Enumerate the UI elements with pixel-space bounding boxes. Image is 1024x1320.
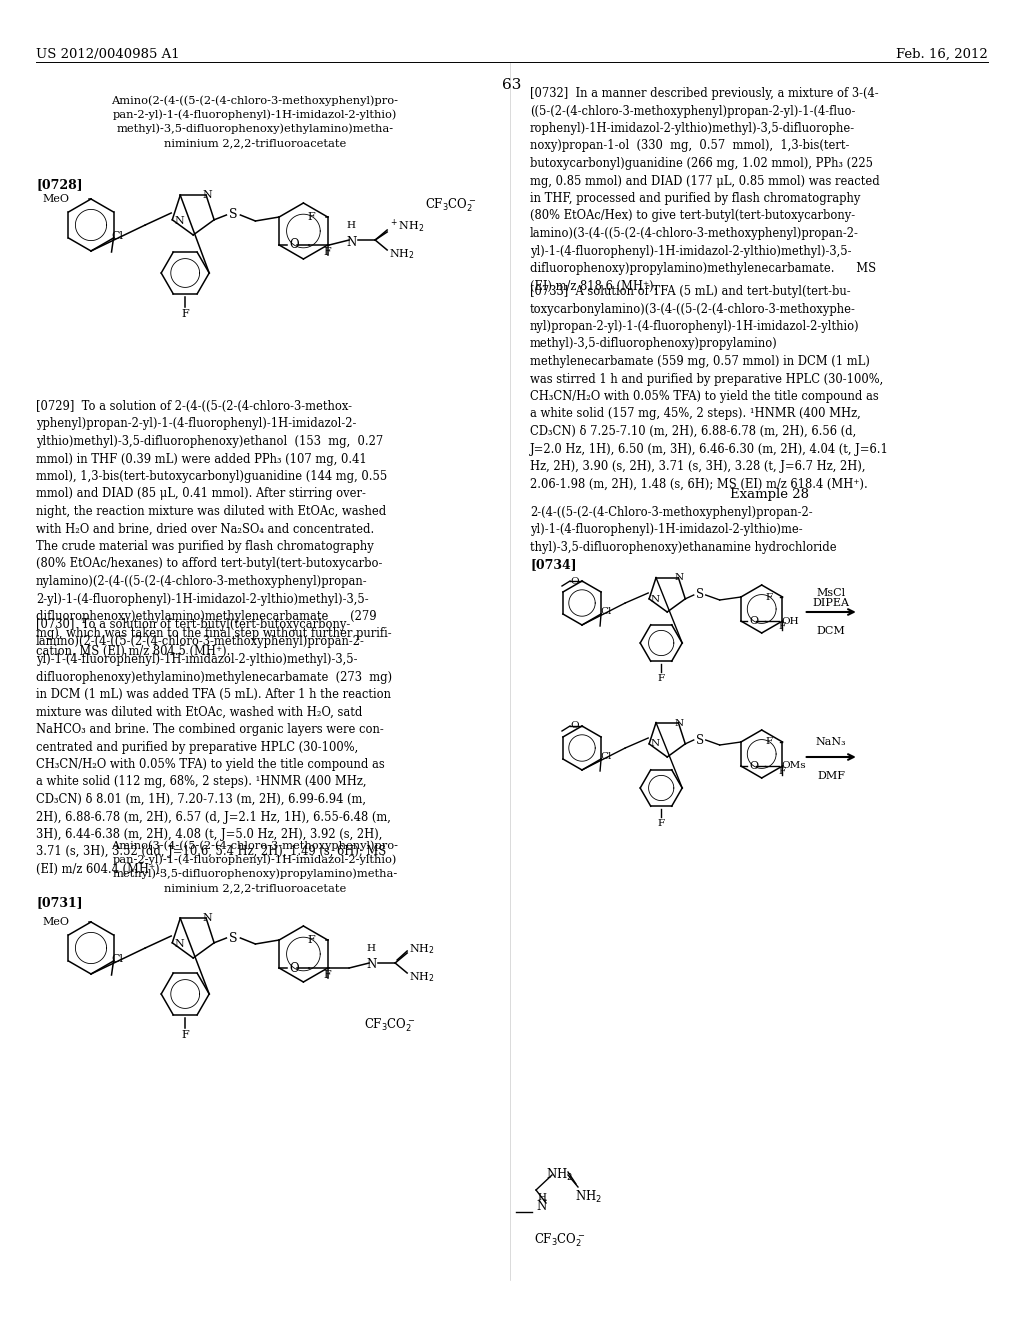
Text: O: O [289, 239, 299, 252]
Text: N: N [366, 958, 376, 972]
Text: 63: 63 [503, 78, 521, 92]
Text: F: F [181, 1030, 189, 1040]
Text: F: F [308, 935, 315, 945]
Text: F: F [324, 247, 332, 257]
Text: [0733]  A solution of TFA (5 mL) and tert-butyl(tert-bu-
toxycarbonylamino)(3-(4: [0733] A solution of TFA (5 mL) and tert… [530, 285, 889, 491]
Text: Cl: Cl [600, 752, 611, 762]
Text: N: N [174, 216, 184, 226]
Text: DCM: DCM [817, 626, 846, 636]
Text: F: F [308, 213, 315, 222]
Text: Example 28: Example 28 [730, 488, 810, 502]
Text: [0730]  To a solution of tert-butyl(tert-butoxycarbony-
lamino)(2-(4-((5-(2-(4-c: [0730] To a solution of tert-butyl(tert-… [36, 618, 392, 876]
Text: O: O [749, 762, 758, 771]
Text: Cl: Cl [112, 954, 124, 964]
Text: Amino(3-(4-((5-(2-(4-chloro-3-methoxyphenyl)pro-
pan-2-yl)-1-(4-fluorophenyl)-1H: Amino(3-(4-((5-(2-(4-chloro-3-methoxyphe… [112, 840, 398, 894]
Text: NH$_2$: NH$_2$ [575, 1189, 602, 1205]
Text: Feb. 16, 2012: Feb. 16, 2012 [896, 48, 988, 61]
Text: O: O [289, 961, 299, 974]
Text: CF$_3$CO$_2^-$: CF$_3$CO$_2^-$ [425, 197, 476, 214]
Text: F: F [779, 767, 786, 776]
Text: N: N [203, 913, 212, 923]
Text: [0729]  To a solution of 2-(4-((5-(2-(4-chloro-3-methox-
yphenyl)propan-2-yl)-1-: [0729] To a solution of 2-(4-((5-(2-(4-c… [36, 400, 391, 657]
Text: US 2012/0040985 A1: US 2012/0040985 A1 [36, 48, 179, 61]
Text: CF$_3$CO$_2^-$: CF$_3$CO$_2^-$ [535, 1232, 586, 1249]
Text: Amino(2-(4-((5-(2-(4-chloro-3-methoxyphenyl)pro-
pan-2-yl)-1-(4-fluorophenyl)-1H: Amino(2-(4-((5-(2-(4-chloro-3-methoxyphe… [112, 95, 398, 148]
Text: H: H [347, 220, 355, 230]
Text: MeO: MeO [42, 194, 69, 205]
Text: NaN₃: NaN₃ [816, 737, 847, 747]
Text: S: S [695, 589, 703, 602]
Text: O: O [749, 616, 758, 626]
Text: F: F [765, 593, 772, 602]
Text: N: N [203, 190, 212, 201]
Text: CF$_3$CO$_2^-$: CF$_3$CO$_2^-$ [364, 1016, 415, 1034]
Text: N: N [174, 939, 184, 949]
Text: F: F [324, 970, 332, 979]
Text: O: O [570, 722, 579, 730]
Text: N: N [675, 718, 684, 727]
Text: OH: OH [781, 616, 799, 626]
Text: $^+$NH$_2$: $^+$NH$_2$ [389, 218, 425, 235]
Text: [0732]  In a manner described previously, a mixture of 3-(4-
((5-(2-(4-chloro-3-: [0732] In a manner described previously,… [530, 87, 880, 293]
Text: MeO: MeO [42, 917, 69, 927]
Text: [0728]: [0728] [36, 178, 83, 191]
Text: DMF: DMF [817, 771, 845, 781]
Text: 2-(4-((5-(2-(4-Chloro-3-methoxyphenyl)propan-2-
yl)-1-(4-fluorophenyl)-1H-imidaz: 2-(4-((5-(2-(4-Chloro-3-methoxyphenyl)pr… [530, 506, 837, 554]
Text: NH$_2$: NH$_2$ [389, 247, 415, 261]
Text: S: S [229, 209, 238, 222]
Text: OMs: OMs [781, 762, 806, 771]
Text: S: S [695, 734, 703, 747]
Text: F: F [657, 675, 665, 682]
Text: N: N [675, 573, 684, 582]
Text: NH$_2$: NH$_2$ [410, 942, 435, 956]
Text: Cl: Cl [112, 231, 124, 242]
Text: NH$_2$: NH$_2$ [410, 970, 435, 983]
Text: N: N [650, 594, 659, 603]
Text: F: F [779, 622, 786, 631]
Text: H: H [367, 944, 376, 953]
Text: O: O [570, 577, 579, 586]
Text: F: F [657, 818, 665, 828]
Text: —: — [521, 1206, 532, 1217]
Text: F: F [765, 738, 772, 747]
Text: Cl: Cl [600, 607, 611, 616]
Text: MsCl: MsCl [816, 587, 846, 598]
Text: H: H [538, 1192, 547, 1201]
Text: [0731]: [0731] [36, 896, 83, 909]
Text: N: N [650, 739, 659, 748]
Text: DIPEA: DIPEA [813, 598, 850, 609]
Text: N: N [346, 235, 356, 248]
Text: NH$_2$: NH$_2$ [547, 1167, 573, 1183]
Text: S: S [229, 932, 238, 945]
Text: N: N [537, 1200, 547, 1213]
Text: F: F [181, 309, 189, 319]
Text: [0734]: [0734] [530, 558, 577, 572]
